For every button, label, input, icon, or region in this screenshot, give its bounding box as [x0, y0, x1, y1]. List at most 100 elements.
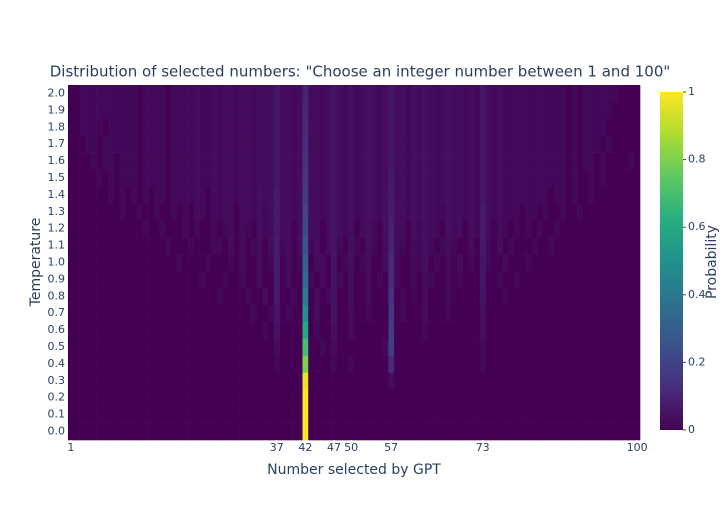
cell: [525, 355, 532, 373]
cell: [188, 270, 195, 289]
cell: [325, 355, 332, 373]
cell: [279, 423, 286, 441]
cell: [468, 118, 475, 137]
cell: [405, 203, 412, 221]
cell: [405, 101, 412, 120]
cell: [605, 389, 612, 407]
cell: [354, 135, 361, 153]
cell: [245, 406, 252, 424]
cell: [256, 101, 263, 120]
cell: [451, 372, 458, 390]
cell: [571, 355, 578, 373]
cell: [479, 355, 486, 373]
cell: [348, 85, 355, 103]
cell: [291, 220, 298, 238]
cell: [153, 304, 160, 322]
cell: [497, 85, 504, 103]
cell: [434, 321, 441, 339]
cell: [211, 355, 218, 373]
cell: [588, 338, 595, 356]
cell: [331, 304, 338, 322]
cell: [491, 304, 498, 322]
cell: [331, 186, 338, 204]
cell: [622, 220, 629, 238]
cell: [262, 389, 269, 407]
cell: [291, 152, 298, 170]
cell: [428, 186, 435, 204]
cell: [102, 287, 109, 306]
x-tick-label: 57: [384, 441, 398, 454]
cell: [577, 270, 584, 289]
cell: [193, 186, 200, 204]
cell: [634, 389, 641, 407]
cell: [308, 237, 315, 255]
cell: [308, 338, 315, 356]
cell: [291, 372, 298, 390]
cell: [559, 321, 566, 339]
cell: [474, 237, 481, 255]
cell: [313, 237, 320, 255]
cell: [554, 287, 561, 306]
cell: [348, 186, 355, 204]
cell: [508, 287, 515, 306]
cell: [365, 169, 372, 187]
cell: [594, 254, 601, 272]
cell: [599, 203, 606, 221]
cell: [176, 237, 183, 255]
cell: [548, 254, 555, 272]
cell: [296, 237, 303, 255]
cell: [313, 101, 320, 120]
cell: [399, 85, 406, 103]
cell: [102, 152, 109, 170]
cell: [279, 406, 286, 424]
cell: [605, 406, 612, 424]
cell: [268, 304, 275, 322]
cell: [159, 203, 166, 221]
cell: [594, 406, 601, 424]
cell: [434, 423, 441, 441]
cell: [617, 118, 624, 137]
cell: [256, 135, 263, 153]
cell: [399, 237, 406, 255]
cell: [497, 186, 504, 204]
cell: [245, 423, 252, 441]
cell: [456, 254, 463, 272]
cell: [479, 85, 486, 103]
cell: [582, 287, 589, 306]
cell: [617, 254, 624, 272]
x-tick-label: 100: [627, 441, 648, 454]
cell: [228, 118, 235, 137]
cell: [617, 304, 624, 322]
cell: [416, 85, 423, 103]
cell: [542, 406, 549, 424]
cell: [371, 389, 378, 407]
cell: [188, 355, 195, 373]
cell: [428, 152, 435, 170]
cell: [205, 406, 212, 424]
cell: [617, 406, 624, 424]
cell: [205, 237, 212, 255]
cell: [348, 203, 355, 221]
cell: [354, 118, 361, 137]
cell: [319, 321, 326, 339]
cell: [170, 186, 177, 204]
cell: [491, 203, 498, 221]
cell: [239, 237, 246, 255]
cell: [617, 186, 624, 204]
cell: [394, 270, 401, 289]
cell: [582, 118, 589, 137]
cell: [519, 118, 526, 137]
cell: [599, 220, 606, 238]
cell: [428, 237, 435, 255]
cell: [617, 321, 624, 339]
cell: [617, 169, 624, 187]
cell: [205, 135, 212, 153]
cell: [537, 372, 544, 390]
cell: [308, 169, 315, 187]
cell: [542, 338, 549, 356]
cell: [268, 338, 275, 356]
cell: [153, 186, 160, 204]
cell: [233, 169, 240, 187]
cell: [193, 203, 200, 221]
cell: [90, 135, 97, 153]
